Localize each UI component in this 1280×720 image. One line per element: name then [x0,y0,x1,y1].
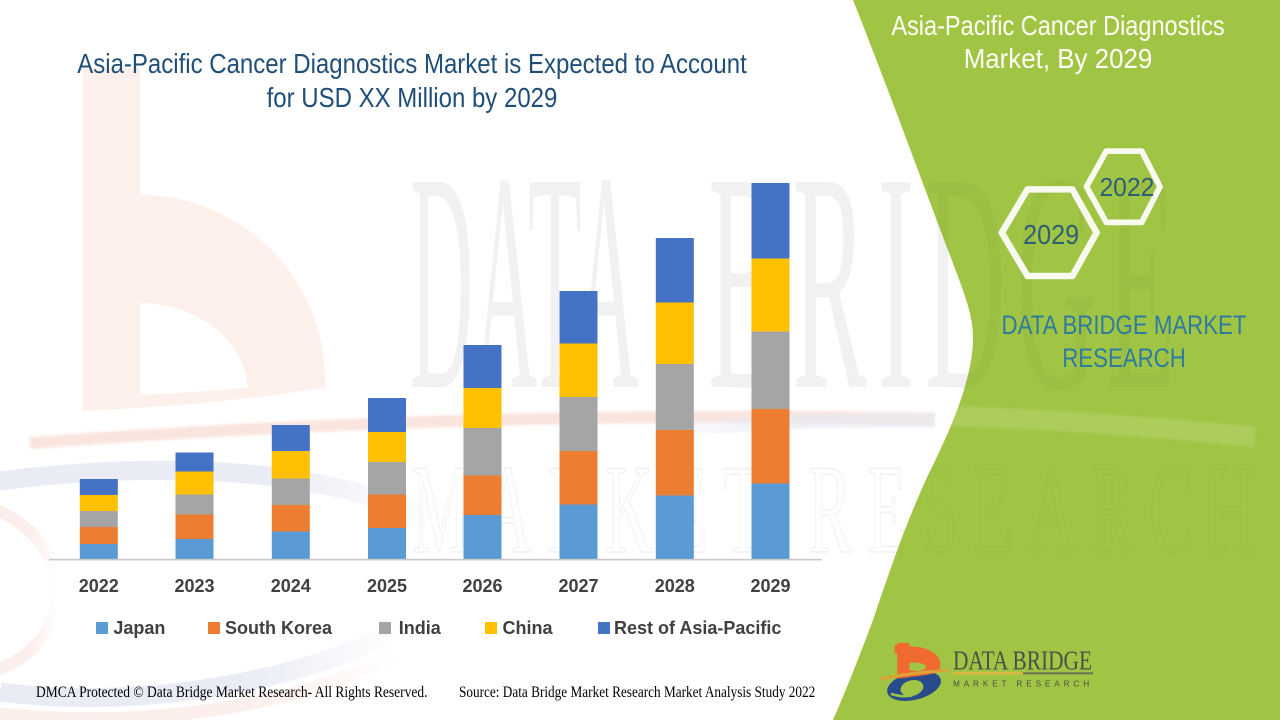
svg-text:DATA BRIDGE: DATA BRIDGE [953,646,1092,676]
svg-text:MARKET RESEARCH: MARKET RESEARCH [953,679,1093,689]
